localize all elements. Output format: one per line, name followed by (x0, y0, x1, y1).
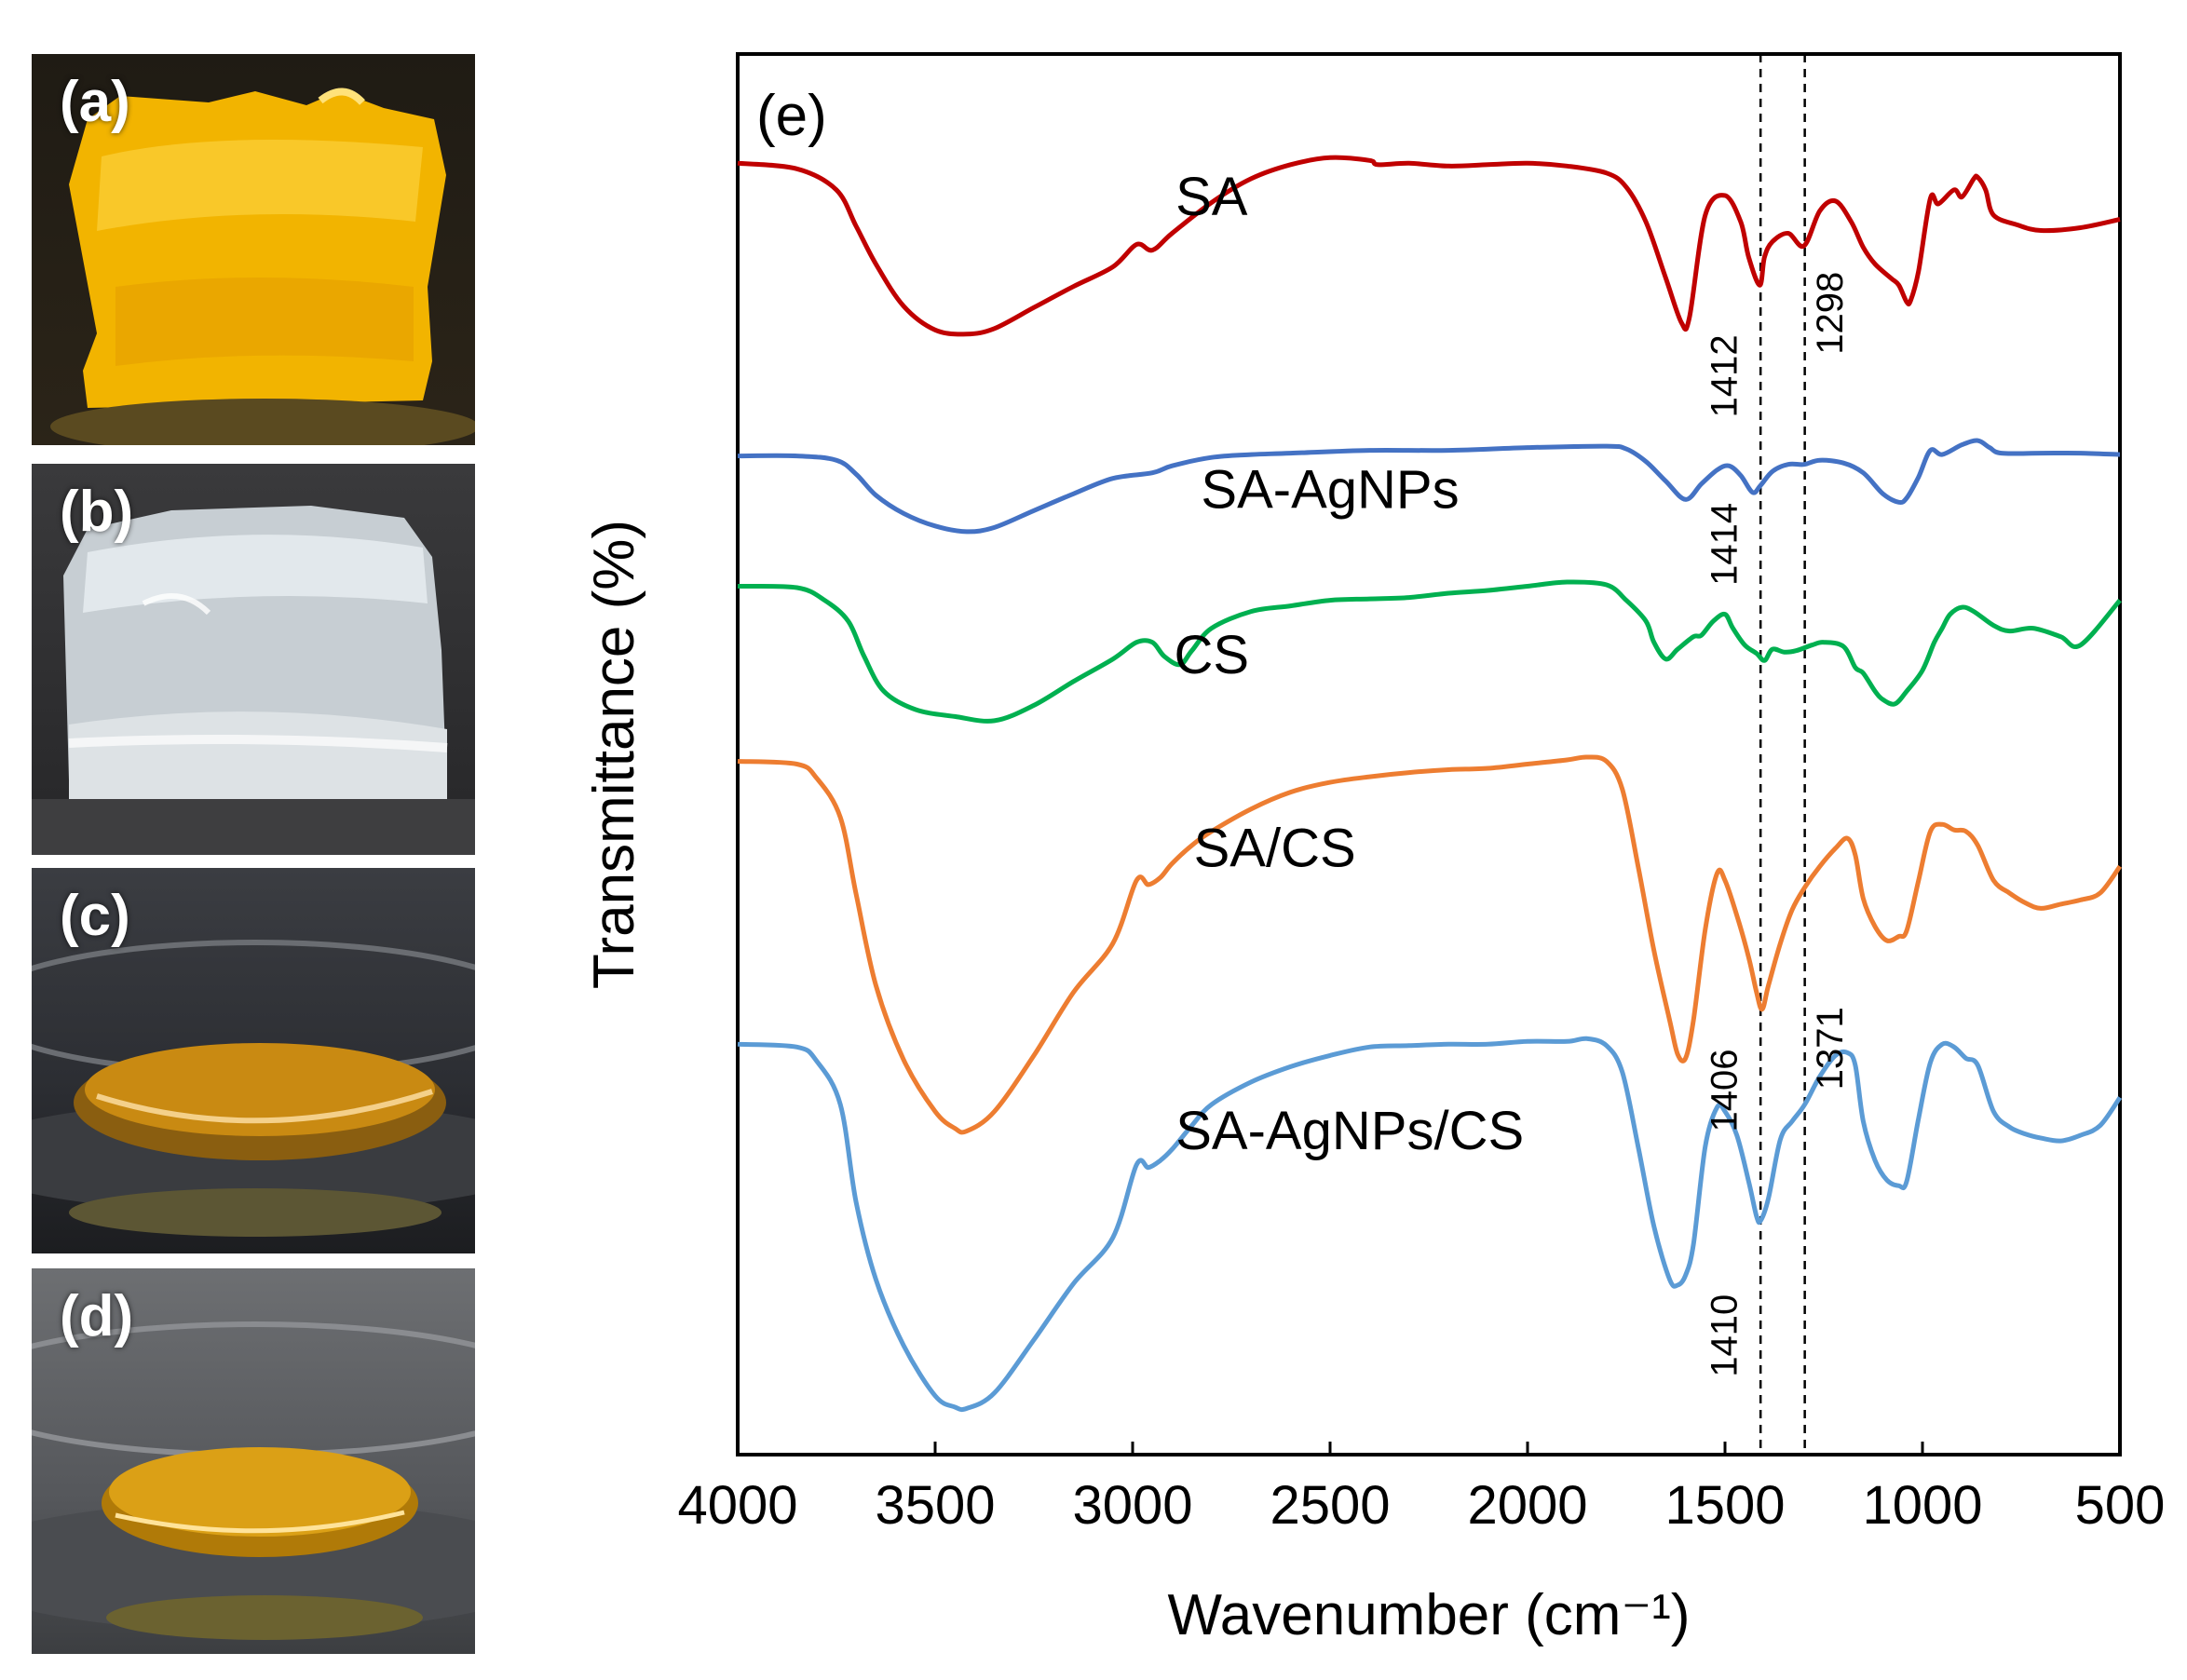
photo-label-d: (d) (60, 1284, 134, 1348)
series-label: SA/CS (1194, 818, 1356, 878)
x-tick-label: 1500 (1664, 1475, 1785, 1536)
photo-label-a: (a) (60, 70, 130, 134)
x-axis-label: Wavenumber (cm⁻¹) (1168, 1583, 1691, 1647)
peak-annotation: 1298 (1810, 272, 1851, 355)
x-tick-label: 3500 (875, 1475, 995, 1536)
reference-lines (1759, 54, 1806, 1455)
series-label: CS (1175, 625, 1250, 685)
series-line-sa (737, 155, 2121, 337)
peak-annotation: 1412 (1705, 334, 1746, 417)
panel-label: (e) (756, 84, 827, 148)
series-label: SA-AgNPs (1201, 459, 1459, 520)
x-tick-label: 2500 (1270, 1475, 1390, 1536)
peak-annotation: 1414 (1705, 503, 1746, 586)
photo-panel-c: (c) (32, 868, 475, 1253)
hydrogel-cs-image (32, 506, 475, 855)
photo-label-b: (b) (60, 480, 134, 544)
peak-annotation: 1410 (1705, 1294, 1746, 1377)
photo-panel-b: (b) (32, 464, 475, 855)
series-label: SA-AgNPs/CS (1175, 1101, 1524, 1161)
series-line-sa-cs (737, 754, 2123, 1135)
photo-label-c: (c) (60, 884, 130, 948)
x-tick-label: 1000 (1862, 1475, 1982, 1536)
series-label: SA (1175, 167, 1248, 227)
peak-annotation: 1406 (1705, 1050, 1746, 1132)
series-line-sa-agnps-cs (737, 1036, 2123, 1413)
series-line-sa-agnps (737, 438, 2121, 535)
x-tick-label: 2000 (1467, 1475, 1587, 1536)
peak-annotation: 1371 (1810, 1007, 1851, 1090)
film-sa-cs-image (32, 940, 475, 1237)
series-layer (737, 155, 2123, 1413)
x-axis-ticks: 4000 3500 3000 2500 2000 1500 1000 500 (677, 1442, 2165, 1536)
x-tick-label: 4000 (677, 1475, 797, 1536)
film-sa-agnps-cs-image (32, 1321, 475, 1640)
peak-annotations: 1412 1298 1414 1406 1371 1410 (1705, 272, 1851, 1377)
plot-area (736, 52, 2122, 1456)
photo-panel-d: (d) (32, 1268, 475, 1654)
series-line-cs (737, 579, 2122, 724)
x-tick-label: 3000 (1072, 1475, 1192, 1536)
y-axis-label: Transmittance (%) (582, 520, 646, 989)
x-tick-label: 500 (2075, 1475, 2166, 1536)
series-labels: SA SA-AgNPs CS SA/CS SA-AgNPs/CS (1175, 167, 1525, 1161)
photo-panel-a: (a) (32, 54, 475, 445)
hydrogel-sa-image (50, 88, 475, 445)
